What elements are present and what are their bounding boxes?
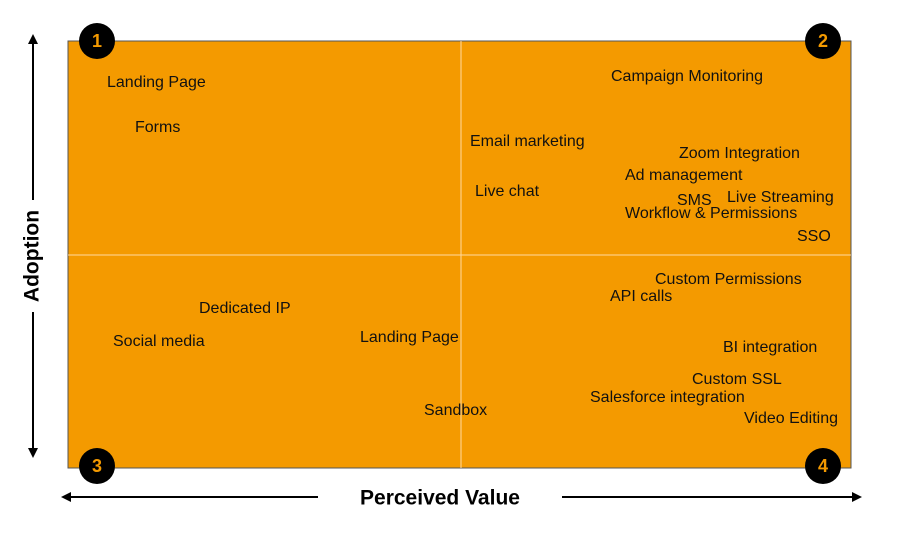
quadrant-number: 3 [92,456,102,476]
x-axis-title: Perceived Value [360,487,520,510]
badges: 1 2 3 4 [79,23,841,484]
feature-label: Live Streaming [727,189,834,206]
items: Landing Page Forms Campaign Monitoring Emai… [107,68,838,427]
feature-label: Zoom Integration [679,145,800,162]
feature-label: Sandbox [424,402,487,419]
quadrant-number: 1 [92,31,102,51]
feature-label: SSO [797,228,831,245]
quadrant-badge [79,23,115,59]
feature-label: Workflow & Permissions [625,205,797,222]
feature-label: Ad management [625,167,743,184]
feature-label: Social media [113,333,205,350]
feature-label: Landing Page [107,74,206,91]
feature-label: Video Editing [744,410,838,427]
feature-label: SMS [677,192,712,209]
quadrant-badge [79,448,115,484]
quadrant-number: 4 [818,456,828,476]
feature-label: Live chat [475,183,540,200]
feature-label: Landing Page [360,329,459,346]
y-axis-title: Adoption [21,210,44,302]
feature-label: Custom SSL [692,371,782,388]
feature-label: Email marketing [470,133,585,150]
feature-label: BI integration [723,339,817,356]
feature-label: Salesforce integration [590,389,745,406]
feature-label: API calls [610,288,672,305]
feature-label: Forms [135,119,180,136]
feature-label: Custom Permissions [655,271,802,288]
quadrant-badge [805,448,841,484]
feature-label: Campaign Monitoring [611,68,763,85]
quadrant-badge [805,23,841,59]
feature-label: Dedicated IP [199,300,291,317]
quadrant-number: 2 [818,31,828,51]
